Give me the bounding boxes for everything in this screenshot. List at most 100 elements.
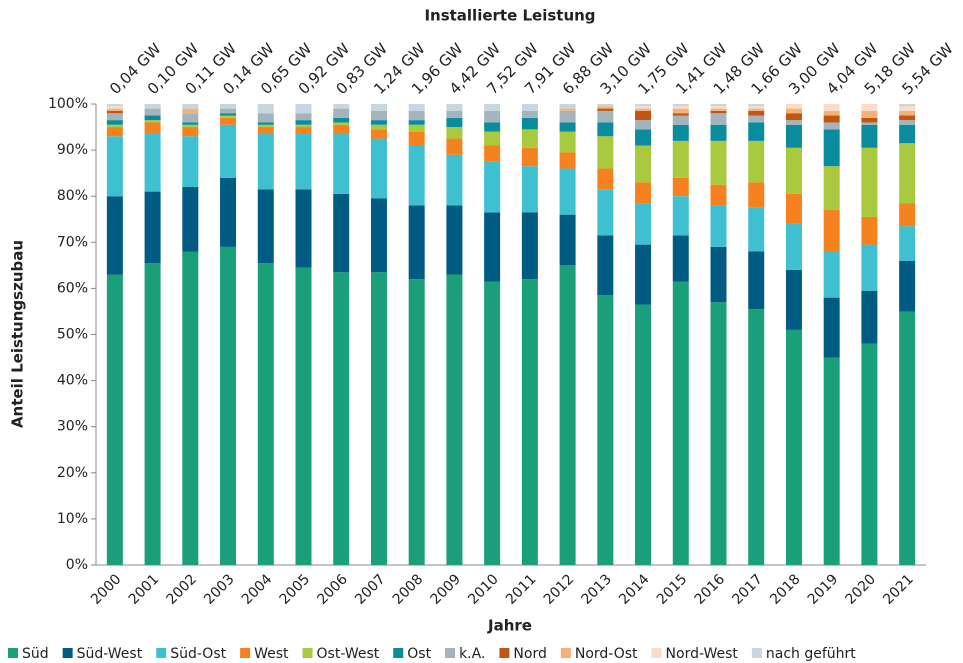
bar-segment [672, 140, 689, 178]
bar-segment [446, 104, 463, 111]
x-tick-label: 2016 [692, 571, 729, 608]
bar-segment [559, 110, 576, 123]
bar-segment [597, 189, 614, 236]
y-tick-label: 50% [57, 327, 88, 343]
bar-segment [446, 274, 463, 565]
x-tick-label: 2009 [428, 571, 465, 608]
bar-segment [446, 205, 463, 275]
bar-segment [295, 120, 312, 125]
bar-segment [333, 108, 350, 118]
bar-segment [144, 191, 161, 264]
bar-segment [220, 115, 237, 118]
legend-label: Süd [22, 646, 49, 662]
bar-segment [748, 115, 765, 123]
y-tick-label: 10% [57, 511, 88, 527]
bar-segment [257, 189, 274, 264]
bar-segment [672, 115, 689, 125]
legend-label: Ost-West [317, 646, 380, 662]
bar-segment [861, 124, 878, 148]
bar-segment [899, 203, 916, 227]
bar-segment [521, 117, 538, 130]
bar-segment [672, 124, 689, 141]
bar-segment [106, 110, 123, 114]
legend-swatch [499, 648, 510, 658]
bar-segment [333, 122, 350, 125]
bar-segment [899, 115, 916, 121]
bar-segment [559, 131, 576, 153]
bar-segment [597, 104, 614, 107]
bar-segment [861, 110, 878, 118]
bar-segment [370, 120, 387, 125]
bar-segment [295, 267, 312, 565]
bar-segment [106, 106, 123, 109]
bar-segment [635, 244, 652, 305]
x-tick-label: 2019 [805, 571, 842, 608]
y-tick-label: 90% [57, 142, 88, 158]
bar-segment [672, 177, 689, 197]
bar-segment [597, 235, 614, 296]
bar-segment [295, 113, 312, 121]
bar-segment [559, 168, 576, 215]
legend-swatch [445, 648, 456, 658]
bar-segment [823, 104, 840, 111]
bar-segment [333, 272, 350, 565]
bar-segment [106, 113, 123, 121]
chart-title: Installierte Leistung [424, 7, 595, 25]
bar-segment [823, 129, 840, 167]
bar-segment [408, 124, 425, 132]
bar-segment [710, 124, 727, 141]
x-tick-label: 2021 [880, 571, 917, 608]
x-tick-label: 2012 [541, 571, 578, 608]
legend-swatch [751, 648, 762, 658]
bar-segment [710, 246, 727, 303]
bar-segment [106, 108, 123, 111]
bar-segment [672, 196, 689, 236]
bar-segment [182, 186, 199, 252]
legend-label: nach geführt [766, 646, 856, 662]
x-tick-label: 2018 [767, 571, 804, 608]
bar-segment [370, 104, 387, 111]
bar-segment [899, 260, 916, 312]
bar-segment [144, 133, 161, 192]
bar-segment [521, 279, 538, 565]
bar-segment [408, 145, 425, 206]
bar-segment [182, 122, 199, 125]
bar-segment [899, 226, 916, 261]
bar-segment [257, 122, 274, 125]
bar-segment [672, 108, 689, 114]
y-tick-label: 40% [57, 373, 88, 389]
bar-segment [370, 198, 387, 273]
x-tick-label: 2015 [654, 571, 691, 608]
legend-swatch [560, 648, 571, 658]
bar-segment [295, 189, 312, 268]
bar-segment [823, 122, 840, 130]
bar-segment [785, 108, 802, 114]
x-tick-label: 2006 [314, 571, 351, 608]
bar-segment [144, 108, 161, 116]
bar-segment [748, 251, 765, 310]
bar-segment [710, 104, 727, 107]
bar-segment [182, 127, 199, 137]
legend-label: k.A. [459, 646, 485, 662]
bar-segment [861, 122, 878, 125]
bar-segment [484, 145, 501, 162]
x-tick-label: 2000 [88, 571, 125, 608]
bar-segment [446, 138, 463, 155]
bar-segment [144, 120, 161, 123]
bar-segment [597, 122, 614, 137]
bar-segment [521, 147, 538, 167]
legend-label: Süd-Ost [170, 646, 226, 662]
bar-segment [672, 281, 689, 565]
bar-segment [861, 117, 878, 123]
x-tick-label: 2014 [616, 571, 653, 608]
bar-segment [597, 110, 614, 123]
bar-segment [182, 124, 199, 128]
bar-segment [861, 147, 878, 217]
bar-segment [295, 127, 312, 134]
legend-label: Süd-West [77, 646, 143, 662]
bar-segment [220, 246, 237, 565]
bar-segment [182, 104, 199, 109]
legend-label: West [254, 646, 289, 662]
bar-segment [370, 272, 387, 565]
bar-segment [257, 124, 274, 128]
